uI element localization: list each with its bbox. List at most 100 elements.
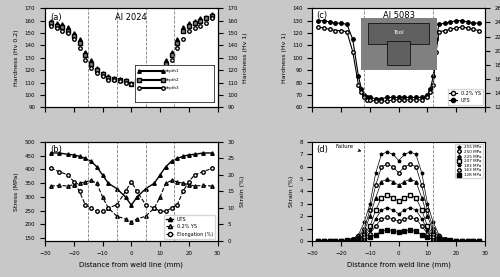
183 MPa <box>326 239 332 243</box>
UTS <box>209 151 215 155</box>
128 MPa <box>424 236 430 239</box>
225 MPa <box>418 196 424 199</box>
163 MPa <box>338 239 344 243</box>
183 MPa <box>372 217 378 220</box>
UTS <box>48 151 54 155</box>
255 MPa <box>476 239 482 243</box>
255 MPa <box>332 239 338 243</box>
0.2% YS <box>142 215 148 218</box>
UTS <box>128 204 134 207</box>
0.2% YS <box>372 99 378 103</box>
225 MPa <box>464 239 470 243</box>
0.2% YS <box>106 206 112 210</box>
163 MPa <box>476 239 482 243</box>
163 MPa <box>326 239 332 243</box>
255 MPa <box>418 171 424 175</box>
225 MPa <box>448 238 454 242</box>
0.2% YS <box>192 184 198 188</box>
250 MPa <box>326 239 332 243</box>
0.2% YS <box>464 26 470 30</box>
Line: 225 MPa: 225 MPa <box>316 177 481 243</box>
207 MPa <box>448 239 454 242</box>
128 MPa <box>430 238 436 242</box>
225 MPa <box>350 238 356 242</box>
Legend: 255 MPa, 250 MPa, 225 MPa, 207 MPa, 183 MPa, 163 MPa, 128 MPa: 255 MPa, 250 MPa, 225 MPa, 207 MPa, 183 … <box>456 144 483 178</box>
Elongation (%) <box>71 180 77 183</box>
225 MPa <box>344 238 350 242</box>
Elongation (%) <box>48 167 54 170</box>
250 MPa <box>476 239 482 243</box>
183 MPa <box>413 208 419 212</box>
0.2% YS <box>424 96 430 99</box>
0.2% YS <box>200 184 206 187</box>
225 MPa <box>407 178 413 181</box>
163 MPa <box>321 239 327 243</box>
225 MPa <box>384 178 390 181</box>
183 MPa <box>384 206 390 209</box>
250 MPa <box>424 208 430 212</box>
163 MPa <box>436 238 442 242</box>
UTS <box>142 187 148 190</box>
0.2% YS <box>459 25 465 29</box>
UTS <box>100 173 105 177</box>
255 MPa <box>424 202 430 206</box>
0.2% YS <box>367 98 373 102</box>
207 MPa <box>338 239 344 243</box>
0.2% YS <box>407 98 413 102</box>
225 MPa <box>413 180 419 183</box>
128 MPa <box>476 239 482 243</box>
Text: (d): (d) <box>316 145 328 154</box>
UTS <box>174 157 180 160</box>
Line: 250 MPa: 250 MPa <box>316 163 481 243</box>
250 MPa <box>356 234 362 238</box>
250 MPa <box>413 165 419 168</box>
225 MPa <box>402 180 407 183</box>
255 MPa <box>453 239 459 243</box>
UTS <box>94 165 100 168</box>
0.2% YS <box>94 181 100 185</box>
Elongation (%) <box>82 203 88 206</box>
163 MPa <box>350 239 356 242</box>
255 MPa <box>367 202 373 206</box>
163 MPa <box>315 239 321 243</box>
183 MPa <box>448 239 454 242</box>
225 MPa <box>378 180 384 183</box>
0.2% YS <box>332 29 338 32</box>
128 MPa <box>356 239 362 242</box>
225 MPa <box>424 215 430 218</box>
Line: 255 MPa: 255 MPa <box>316 150 481 243</box>
0.2% YS <box>358 91 364 94</box>
UTS <box>122 195 128 199</box>
207 MPa <box>361 233 367 237</box>
128 MPa <box>367 236 373 239</box>
UTS <box>315 19 321 22</box>
207 MPa <box>315 239 321 243</box>
Elongation (%) <box>186 180 192 183</box>
250 MPa <box>372 184 378 187</box>
250 MPa <box>436 234 442 238</box>
0.2% YS <box>100 195 105 199</box>
128 MPa <box>418 233 424 237</box>
Text: Failure: Failure <box>336 144 360 152</box>
250 MPa <box>470 239 476 243</box>
0.2% YS <box>65 184 71 188</box>
UTS <box>192 153 198 156</box>
183 MPa <box>459 239 465 243</box>
183 MPa <box>430 234 436 238</box>
UTS <box>332 22 338 25</box>
UTS <box>372 97 378 100</box>
225 MPa <box>321 239 327 243</box>
255 MPa <box>372 171 378 175</box>
0.2% YS <box>321 26 327 30</box>
Y-axis label: Hardness (Hv 1): Hardness (Hv 1) <box>244 32 248 83</box>
0.2% YS <box>152 206 158 210</box>
0.2% YS <box>209 184 215 188</box>
Line: UTS: UTS <box>49 151 213 207</box>
255 MPa <box>390 153 396 156</box>
Elongation (%) <box>142 203 148 206</box>
UTS <box>358 87 364 90</box>
Text: (a): (a) <box>50 13 62 22</box>
250 MPa <box>407 163 413 166</box>
UTS <box>326 20 332 24</box>
128 MPa <box>372 233 378 237</box>
